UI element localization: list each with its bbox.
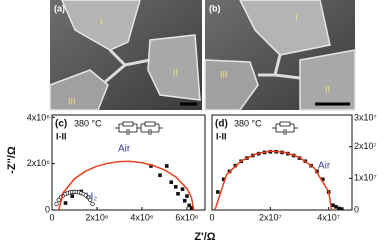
data-point [182, 198, 187, 203]
series [63, 164, 194, 210]
sem-image-a: (a) I II III [49, 0, 202, 111]
x-tick-label: 2x10⁷ [259, 212, 282, 222]
data-point [216, 190, 220, 194]
circuit-icon [115, 121, 163, 135]
y-axis-label: -Z''/Ω [6, 146, 18, 174]
series-label: Air [118, 144, 131, 155]
fit-line [58, 160, 195, 210]
data-point [54, 201, 59, 207]
data-point [88, 197, 93, 202]
resistor [279, 121, 291, 127]
data-point [334, 205, 338, 209]
temperature: 380 °C [234, 118, 262, 128]
y-tick-label: 2x10⁶ [27, 158, 51, 168]
region-label: I [100, 16, 103, 26]
data-point [176, 191, 180, 196]
region-label: II [325, 84, 330, 94]
data-point [221, 177, 226, 182]
region-label: III [220, 69, 228, 79]
circuit-icon [272, 121, 298, 135]
series [54, 189, 95, 207]
data-point [180, 187, 185, 191]
panel-label: (a) [54, 3, 65, 13]
data-point [339, 207, 344, 210]
data-point [321, 177, 325, 182]
panel-label: (b) [209, 3, 221, 13]
data-point [70, 194, 75, 198]
data-point [189, 205, 194, 210]
y-tick-label: 0 [354, 204, 359, 214]
sem-image-b: (b) I II III [204, 0, 356, 111]
series [216, 149, 344, 210]
data-point [337, 206, 341, 210]
region-label: III [68, 96, 76, 106]
x-tick-label: 4x10⁶ [130, 212, 154, 222]
series-label: Air [318, 161, 331, 172]
series [58, 160, 195, 210]
panel-label: (d) [215, 119, 228, 130]
data-point [187, 203, 192, 208]
data-point [169, 180, 174, 184]
data-point [185, 194, 189, 198]
x-tick-label: 4x10⁷ [317, 212, 340, 222]
data-point [164, 164, 169, 168]
y-tick-label: 4x10⁶ [27, 112, 51, 122]
temperature: 380 °C [74, 118, 102, 128]
resistor [122, 121, 134, 127]
data-point [149, 164, 153, 168]
plot-frame [211, 114, 353, 211]
y-tick-label: 3x10⁷ [354, 112, 377, 122]
x-tick-label: 0 [209, 212, 214, 222]
panel-label: (c) [55, 119, 67, 130]
resistor [144, 121, 156, 127]
x-tick-label: 2x10⁶ [85, 212, 109, 222]
data-point [63, 201, 68, 205]
sample-label: I-II [56, 131, 67, 141]
x-axis-label: Z'/Ω [194, 231, 215, 243]
data-point [90, 201, 95, 207]
y-tick-label: 1x10⁷ [354, 173, 377, 183]
region-label: II [173, 67, 178, 77]
x-tick-label: 0 [49, 212, 54, 222]
y-tick-label: 2x10⁷ [354, 141, 377, 151]
data-point [158, 173, 162, 178]
fit-line [214, 150, 333, 210]
series [214, 150, 333, 210]
plot-frame [51, 114, 206, 211]
data-point [331, 203, 335, 208]
x-tick-label: 6x10⁶ [175, 212, 199, 222]
region-label: I [295, 12, 298, 22]
series-label: H₂ [86, 192, 97, 203]
y-tick-label: 0 [45, 204, 50, 214]
sample-label: I-II [216, 131, 227, 141]
data-point [173, 185, 178, 189]
